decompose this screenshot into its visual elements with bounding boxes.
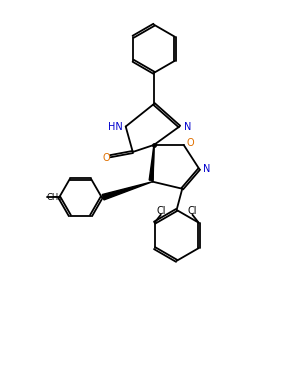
Text: N: N: [203, 164, 211, 174]
Polygon shape: [102, 182, 152, 200]
Polygon shape: [149, 145, 154, 180]
Text: Cl: Cl: [156, 206, 166, 216]
Text: CH₃: CH₃: [47, 193, 62, 202]
Text: N: N: [184, 121, 191, 131]
Text: HN: HN: [109, 121, 123, 131]
Text: O: O: [187, 138, 195, 148]
Text: Cl: Cl: [188, 206, 197, 216]
Text: O: O: [103, 153, 110, 163]
